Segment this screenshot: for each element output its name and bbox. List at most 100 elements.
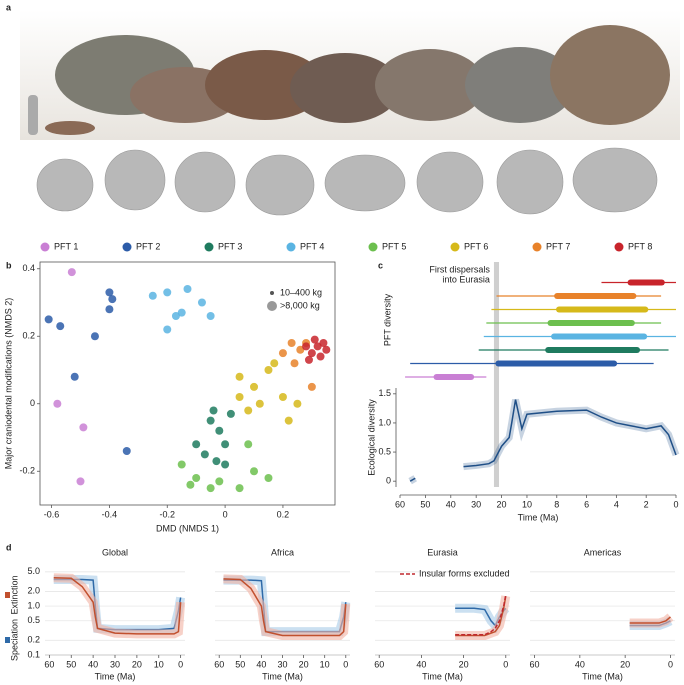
point bbox=[221, 460, 230, 469]
molar bbox=[174, 151, 236, 213]
legend-label: PFT 4 bbox=[300, 241, 324, 251]
x-tick-label: 4 bbox=[614, 499, 619, 509]
point bbox=[177, 460, 186, 469]
point bbox=[70, 372, 79, 381]
animal bbox=[290, 53, 400, 123]
x-tick-label: 0.2 bbox=[277, 509, 290, 519]
rate-band bbox=[455, 595, 511, 641]
panel-title: Africa bbox=[271, 547, 294, 557]
x-tick-label: 40 bbox=[575, 659, 585, 669]
animal bbox=[45, 121, 95, 135]
x-tick-label: 60 bbox=[214, 659, 224, 669]
x-tick-label: -0.6 bbox=[44, 509, 60, 519]
point bbox=[235, 372, 244, 381]
x-tick-label: 8 bbox=[554, 499, 559, 509]
molar bbox=[572, 147, 658, 213]
rate-band bbox=[223, 574, 351, 641]
human-silhouette bbox=[28, 95, 38, 135]
x-tick-label: 0 bbox=[178, 659, 183, 669]
point bbox=[215, 426, 224, 435]
x-tick-label: -0.2 bbox=[159, 509, 175, 519]
molar bbox=[36, 158, 94, 212]
molar bbox=[416, 151, 484, 213]
x-tick-label: 30 bbox=[110, 659, 120, 669]
molar bbox=[496, 149, 564, 215]
plot-frame bbox=[39, 261, 336, 506]
point bbox=[278, 393, 287, 401]
legend-swatch bbox=[204, 242, 214, 252]
point bbox=[163, 325, 172, 334]
y-axis-label: Ecological diversity bbox=[366, 399, 376, 476]
x-tick-label: 40 bbox=[88, 659, 98, 669]
x-tick-label: 20 bbox=[620, 659, 630, 669]
point bbox=[108, 295, 117, 304]
x-tick-label: 60 bbox=[395, 499, 405, 509]
x-tick-label: 40 bbox=[446, 499, 456, 509]
rate-band bbox=[629, 613, 674, 628]
size-legend-label: 10–400 kg bbox=[280, 287, 322, 297]
point bbox=[284, 416, 293, 425]
x-tick-label: 40 bbox=[416, 659, 426, 669]
point bbox=[307, 349, 316, 358]
molar bbox=[245, 154, 315, 216]
point bbox=[206, 312, 215, 320]
point bbox=[310, 335, 319, 344]
panel-label: b bbox=[6, 260, 12, 270]
y-tick-label: 1.5 bbox=[378, 388, 391, 398]
x-tick-label: 0 bbox=[673, 499, 678, 509]
panel-title: Americas bbox=[584, 547, 622, 557]
rate-line bbox=[455, 594, 507, 636]
x-axis-label: Time (Ma) bbox=[518, 512, 559, 522]
x-tick-label: 0 bbox=[503, 659, 508, 669]
legend-swatch bbox=[5, 592, 10, 598]
panel-label: a bbox=[6, 2, 12, 12]
legend-swatch bbox=[286, 242, 296, 252]
rate-line bbox=[53, 576, 182, 635]
point bbox=[206, 484, 215, 493]
point bbox=[316, 352, 325, 361]
x-tick-label: 50 bbox=[66, 659, 76, 669]
point bbox=[53, 399, 62, 408]
point bbox=[105, 288, 114, 297]
molar bbox=[104, 149, 166, 211]
legend-swatch bbox=[368, 242, 378, 252]
range-spindle bbox=[551, 333, 648, 340]
point bbox=[278, 349, 287, 358]
point bbox=[192, 440, 201, 449]
x-tick-label: 6 bbox=[584, 499, 589, 509]
x-tick-label: 20 bbox=[459, 659, 469, 669]
range-spindle bbox=[547, 320, 635, 326]
x-tick-label: 40 bbox=[256, 659, 266, 669]
legend-label: PFT 7 bbox=[546, 241, 570, 251]
point bbox=[44, 315, 53, 324]
range-spindle bbox=[554, 293, 637, 299]
point bbox=[76, 477, 85, 486]
legend-swatch bbox=[5, 637, 10, 643]
y-tick-label: 1.0 bbox=[27, 600, 40, 610]
panel-label: d bbox=[6, 542, 12, 552]
x-tick-label: 10 bbox=[320, 659, 330, 669]
rate-line bbox=[455, 595, 507, 637]
x-tick-label: 2 bbox=[644, 499, 649, 509]
size-legend-large bbox=[267, 301, 277, 311]
legend-label: PFT 3 bbox=[218, 241, 242, 251]
legend-label: PFT 5 bbox=[382, 241, 406, 251]
rate-line bbox=[223, 578, 347, 637]
y-tick-label: 2.0 bbox=[27, 586, 40, 596]
point bbox=[209, 406, 218, 415]
y-tick-label: 0.4 bbox=[22, 263, 35, 273]
x-tick-label: 60 bbox=[44, 659, 54, 669]
y-axis-label: Major craniodental modifications (NMDS 2… bbox=[3, 298, 13, 470]
point bbox=[79, 423, 88, 432]
y-axis-label: Extinction bbox=[9, 575, 19, 614]
point bbox=[296, 345, 305, 354]
x-axis-label: Time (Ma) bbox=[582, 671, 623, 681]
dispersal-band bbox=[493, 262, 500, 487]
range-spindle bbox=[556, 306, 649, 313]
point bbox=[255, 399, 264, 408]
y-tick-label: 0.5 bbox=[378, 446, 391, 456]
x-axis-label: DMD (NMDS 1) bbox=[156, 523, 219, 533]
y-axis-label: Speciation bbox=[9, 619, 19, 661]
ecological-diversity-band bbox=[408, 398, 680, 485]
point bbox=[177, 308, 186, 317]
